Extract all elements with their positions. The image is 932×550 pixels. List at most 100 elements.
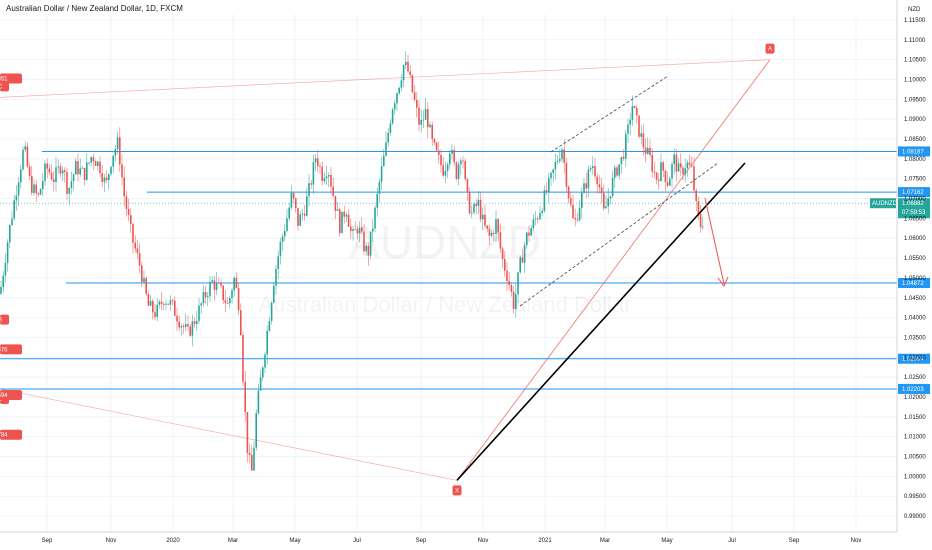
level-price-tag <box>898 278 930 289</box>
candle-body <box>422 119 425 121</box>
candle-body <box>607 198 609 207</box>
candle-body <box>9 225 11 243</box>
candle-body <box>559 159 561 161</box>
support-trendline <box>456 162 746 481</box>
candle-body <box>418 107 420 125</box>
candle-body <box>134 242 136 249</box>
candle-body <box>299 214 301 226</box>
candle-body <box>660 162 662 181</box>
candle-body <box>644 147 647 154</box>
time-tick-label: Nov <box>851 538 862 544</box>
candle-body <box>633 106 636 109</box>
candle-body <box>488 228 491 236</box>
candle-body <box>345 214 348 217</box>
candle-body <box>444 171 447 176</box>
candle-body <box>539 212 541 220</box>
candle-body <box>431 124 433 139</box>
candle-body <box>528 232 530 236</box>
candle-body <box>398 87 400 94</box>
candle-body <box>651 155 653 172</box>
time-tick-label: Mar <box>228 538 238 544</box>
candle-body <box>147 293 150 306</box>
time-tick-label: Mar <box>600 538 610 544</box>
candle-body <box>154 312 156 317</box>
ratio-badge <box>0 429 22 440</box>
candle-body <box>0 287 2 294</box>
candle-body <box>116 137 119 150</box>
level-price-label: 1.02964 <box>902 357 924 363</box>
candle-body <box>563 149 565 163</box>
candle-body <box>677 163 680 172</box>
candle-body <box>127 209 130 216</box>
candle-body <box>537 218 539 220</box>
candle-body <box>165 303 167 305</box>
price-tick-label: 1.09500 <box>904 97 926 103</box>
line-xd <box>0 388 458 481</box>
candle-body <box>61 170 64 174</box>
price-axis[interactable]: NZD 1.11500 1.11000 1.10500 1.10000 1.09500 1… <box>896 0 926 532</box>
price-tick-label: 1.10500 <box>904 58 926 64</box>
level-price-tag <box>898 187 930 198</box>
candle-body <box>125 196 128 210</box>
candle-body <box>2 275 4 288</box>
price-tick-label: 1.06000 <box>904 236 926 242</box>
candle-body <box>218 282 220 284</box>
candle-body <box>552 169 554 173</box>
time-axis[interactable]: Sep Nov 2020 Mar May Jul Sep Nov 2021 Mar May Jul Se… <box>0 531 897 544</box>
candle-body <box>545 190 548 193</box>
projection-arrow <box>704 197 725 285</box>
candle-body <box>455 162 458 179</box>
candle-body <box>479 199 482 220</box>
candle-body <box>257 390 260 414</box>
time-tick-label: Sep <box>42 538 53 544</box>
candle-body <box>215 282 218 290</box>
candle-body <box>490 232 493 236</box>
candle-body <box>532 219 535 229</box>
price-tick-label: 1.03000 <box>904 355 926 361</box>
candle-body <box>55 167 57 183</box>
candle-body <box>561 149 563 160</box>
candle-body <box>493 232 495 234</box>
level-price-tag <box>898 353 930 364</box>
price-tick-label: 1.02000 <box>904 395 926 401</box>
candle-body <box>290 192 293 208</box>
candle-body <box>385 142 387 156</box>
candle-body <box>387 132 389 143</box>
level-price-tag <box>898 383 930 394</box>
candle-body <box>286 218 288 232</box>
time-tick-label: May <box>289 538 300 544</box>
trendlines <box>456 75 746 481</box>
candle-body <box>328 175 330 177</box>
candle-body <box>389 123 392 133</box>
candle-body <box>301 213 304 215</box>
candle-body <box>680 163 682 168</box>
candle-body <box>31 175 33 193</box>
candle-body <box>6 242 9 263</box>
price-tick-label: 1.04000 <box>904 316 926 322</box>
pattern-labels: X A B C D 0.851 0.594 1.376 0.784 <box>0 43 775 496</box>
candle-body <box>464 161 466 180</box>
candle-body <box>264 354 266 368</box>
candle-body <box>521 257 524 263</box>
candle-body <box>499 232 502 249</box>
candle-body <box>75 161 77 175</box>
candle-body <box>77 161 79 175</box>
price-tick-label: 1.09000 <box>904 117 926 123</box>
price-tick-label: 1.10000 <box>904 77 926 83</box>
point-x-badge <box>452 485 462 496</box>
candle-body <box>506 270 508 281</box>
candle-body <box>576 219 579 221</box>
candle-body <box>702 226 704 228</box>
candle-body <box>519 257 521 273</box>
candle-body <box>541 210 543 213</box>
candle-body <box>253 447 255 471</box>
candle-body <box>204 291 207 298</box>
symbol-tag-label: AUDNZD <box>872 201 898 207</box>
price-tick-label: 1.00500 <box>904 455 926 461</box>
candle-body <box>592 166 594 169</box>
candle-body <box>435 142 438 151</box>
candle-body <box>627 124 629 134</box>
time-tick-label: Jul <box>353 538 361 544</box>
candle-body <box>642 133 645 148</box>
